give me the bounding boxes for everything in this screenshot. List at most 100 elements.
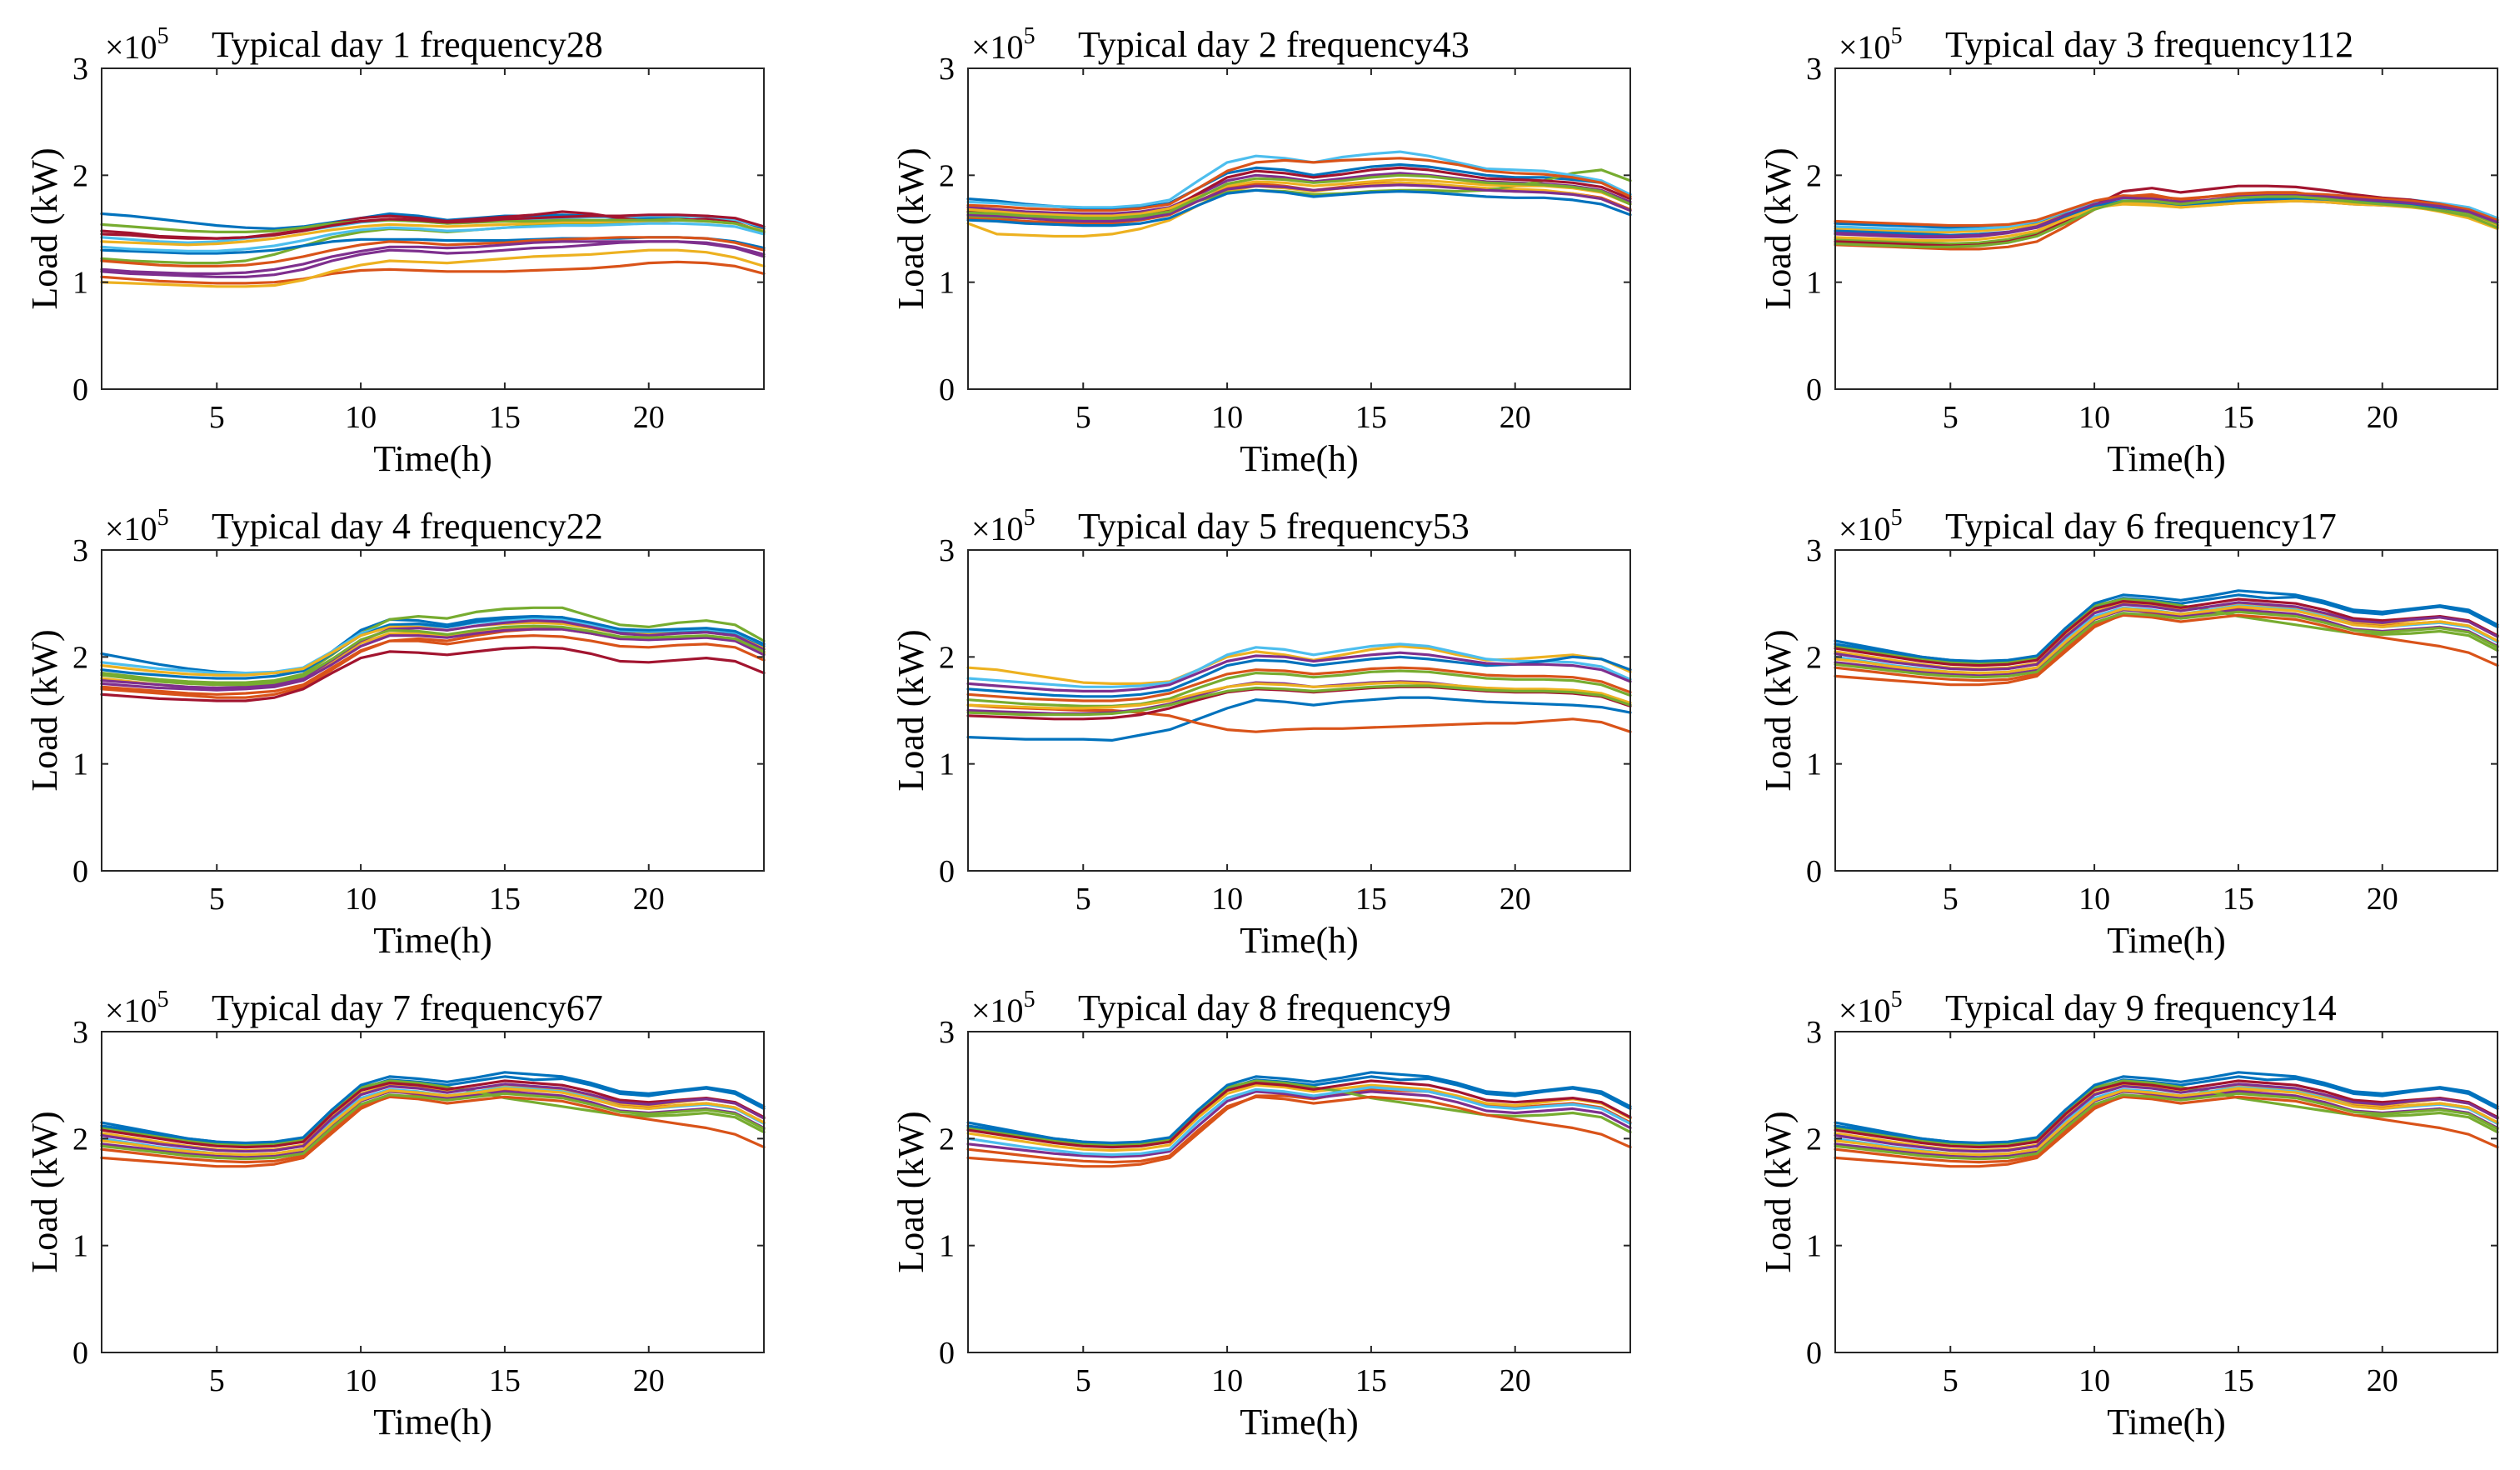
series-line-12 [100, 1092, 766, 1161]
y-tick-label: 3 [72, 52, 88, 87]
x-tick-label: 20 [2367, 400, 2398, 435]
series-line-6 [966, 1086, 1632, 1157]
series-line-11 [100, 1082, 766, 1153]
chart-title: Typical day 5 frequency53 [1078, 506, 1470, 547]
chart-title: Typical day 1 frequency28 [212, 24, 603, 65]
series-line-7 [1834, 1079, 2499, 1149]
y-tick-label: 0 [72, 854, 88, 889]
series-line-10 [1834, 605, 2499, 675]
y-axis-label: Load (kW) [891, 148, 931, 309]
y-axis-label: Load (kW) [24, 148, 65, 309]
series-line-8 [1834, 1071, 2499, 1145]
series-line-6 [966, 642, 1632, 688]
x-tick-label: 15 [1355, 400, 1387, 435]
y-tick-label: 1 [1806, 266, 1822, 301]
series-group [1834, 184, 2499, 251]
x-axis-label: Time(h) [373, 438, 492, 479]
y-axis-label: Load (kW) [1758, 629, 1799, 791]
chart-panel-8: 5 10 15 20 0 1 2 3 ×105 Typical day 8 frequency9 T… [891, 987, 1632, 1442]
series-line-3 [100, 248, 766, 288]
series-group [1834, 1071, 2499, 1168]
series-group [966, 150, 1632, 238]
x-tick-label: 10 [2078, 882, 2110, 917]
x-tick-label: 15 [1355, 882, 1387, 917]
series-line-7 [1834, 598, 2499, 668]
y-tick-label: 1 [939, 1229, 955, 1264]
axes-frame [1834, 68, 2498, 390]
y-exponent-label: ×105 [971, 505, 1035, 548]
x-tick-label: 20 [1500, 1363, 1531, 1398]
series-line-10 [1834, 1087, 2499, 1157]
y-tick-label: 0 [1806, 372, 1822, 408]
y-tick-label: 0 [939, 1336, 955, 1371]
x-tick-label: 5 [209, 1363, 225, 1398]
series-line-8 [966, 188, 1632, 228]
x-tick-label: 15 [489, 400, 521, 435]
x-tick-label: 20 [1500, 882, 1531, 917]
x-tick-label: 20 [2367, 882, 2398, 917]
x-tick-label: 5 [1943, 1363, 1959, 1398]
y-axis-label: Load (kW) [1758, 148, 1799, 309]
series-line-7 [100, 646, 766, 702]
series-group [966, 642, 1632, 742]
series-line-5 [100, 1079, 766, 1147]
y-tick-label: 3 [939, 533, 955, 568]
series-line-11 [966, 651, 1632, 693]
y-exponent-label: ×105 [1839, 505, 1903, 548]
series-line-10 [100, 1087, 766, 1157]
y-exponent-label: ×105 [105, 505, 169, 548]
x-tick-label: 10 [345, 400, 377, 435]
series-line-14 [100, 213, 766, 240]
series-group [100, 210, 766, 288]
series-line-2 [966, 703, 1632, 733]
y-tick-label: 3 [1806, 1015, 1822, 1050]
series-line-13 [100, 222, 766, 252]
y-tick-label: 1 [1806, 748, 1822, 782]
chart-title: Typical day 7 frequency67 [212, 988, 603, 1028]
axes-frame [101, 68, 765, 390]
series-line-1 [966, 696, 1632, 742]
series-line-9 [100, 1095, 766, 1164]
y-tick-label: 0 [939, 372, 955, 408]
y-tick-label: 0 [72, 372, 88, 408]
y-tick-label: 3 [939, 52, 955, 87]
y-exponent-label: ×105 [1839, 987, 1903, 1029]
chart-panel-9: 5 10 15 20 0 1 2 3 ×105 Typical day 9 frequency14… [1758, 987, 2499, 1442]
chart-panel-1: 5 10 15 20 0 1 2 3 ×105 Typical day 1 frequency28… [24, 23, 766, 479]
axes-frame [967, 1031, 1631, 1353]
x-tick-label: 5 [1075, 882, 1091, 917]
x-axis-label: Time(h) [2107, 438, 2226, 479]
x-tick-label: 10 [2078, 1363, 2110, 1398]
series-line-4 [966, 1090, 1632, 1158]
chart-title: Typical day 9 frequency14 [1945, 988, 2337, 1028]
y-tick-label: 2 [72, 158, 88, 193]
x-axis-label: Time(h) [2107, 1402, 2226, 1442]
series-line-11 [100, 240, 766, 275]
x-tick-label: 10 [345, 882, 377, 917]
series-line-5 [966, 669, 1632, 708]
y-axis-label: Load (kW) [891, 629, 931, 791]
x-axis-label: Time(h) [2107, 920, 2226, 961]
x-axis-label: Time(h) [1240, 1402, 1359, 1442]
series-group [1834, 589, 2499, 687]
y-axis-label: Load (kW) [1758, 1111, 1799, 1272]
x-tick-label: 5 [1075, 400, 1091, 435]
series-line-8 [100, 614, 766, 680]
y-axis-label: Load (kW) [891, 1111, 931, 1272]
series-line-12 [1834, 1092, 2499, 1161]
x-tick-label: 10 [1211, 1363, 1243, 1398]
series-line-9 [966, 666, 1632, 702]
y-tick-label: 2 [939, 1122, 955, 1157]
y-tick-label: 1 [72, 1229, 88, 1264]
y-tick-label: 2 [72, 1122, 88, 1157]
x-tick-label: 20 [633, 400, 665, 435]
series-line-10 [966, 681, 1632, 710]
axes-frame [1834, 1031, 2498, 1353]
series-group [100, 1071, 766, 1168]
series-line-11 [100, 619, 766, 690]
x-axis-label: Time(h) [373, 920, 492, 961]
x-tick-label: 15 [489, 882, 521, 917]
x-tick-label: 5 [1943, 882, 1959, 917]
x-tick-label: 15 [2223, 1363, 2254, 1398]
series-line-5 [100, 606, 766, 684]
